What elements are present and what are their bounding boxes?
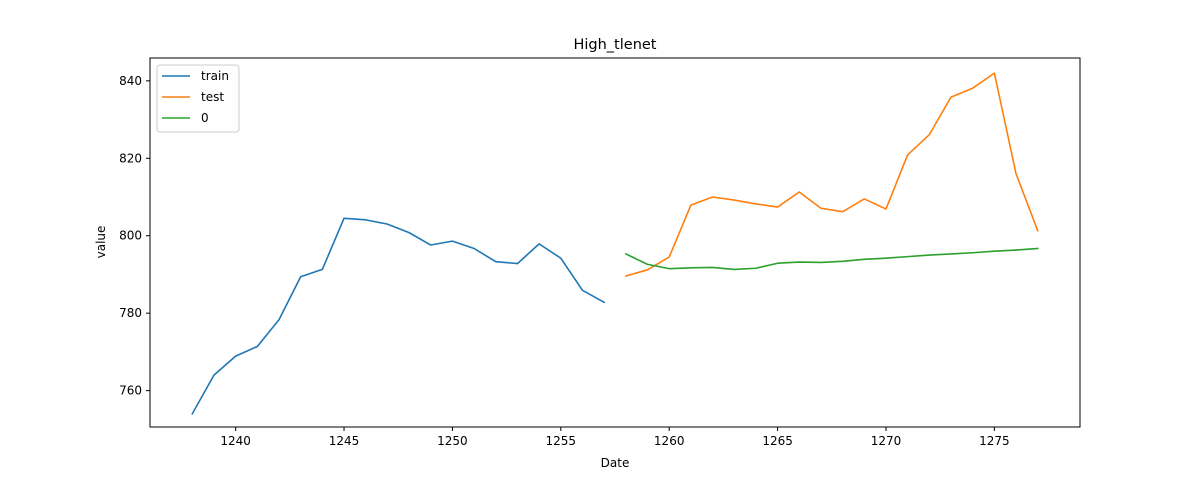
legend-label: train <box>201 69 229 83</box>
legend: train test 0 <box>156 64 240 133</box>
y-tick-label: 780 <box>119 306 142 320</box>
series-line-0 <box>624 247 1039 271</box>
series-line-train <box>191 217 606 415</box>
legend-label: 0 <box>201 111 209 125</box>
legend-label: test <box>201 90 224 104</box>
x-tick-label: 1275 <box>979 434 1010 448</box>
y-tick-label: 840 <box>119 74 142 88</box>
x-axis-label: Date <box>601 456 630 470</box>
legend-box <box>156 64 240 133</box>
x-tick-label: 1270 <box>871 434 902 448</box>
y-axis-label: value <box>94 226 108 259</box>
series-line-test <box>624 72 1039 277</box>
chart-title: High_tlenet <box>573 37 656 53</box>
y-tick-label: 760 <box>119 384 142 398</box>
y-tick-label: 820 <box>119 151 142 165</box>
x-axis-ticks: 1240 1245 1250 1255 1260 1265 1270 1275 <box>220 427 1010 448</box>
x-tick-label: 1255 <box>546 434 577 448</box>
series-layer <box>191 72 1039 415</box>
x-tick-label: 1245 <box>329 434 360 448</box>
y-axis-ticks: 760 780 800 820 840 <box>119 74 150 398</box>
y-tick-label: 800 <box>119 229 142 243</box>
x-tick-label: 1250 <box>437 434 468 448</box>
x-tick-label: 1260 <box>654 434 685 448</box>
plot-frame <box>149 57 1081 428</box>
x-tick-label: 1265 <box>762 434 793 448</box>
x-tick-label: 1240 <box>220 434 251 448</box>
